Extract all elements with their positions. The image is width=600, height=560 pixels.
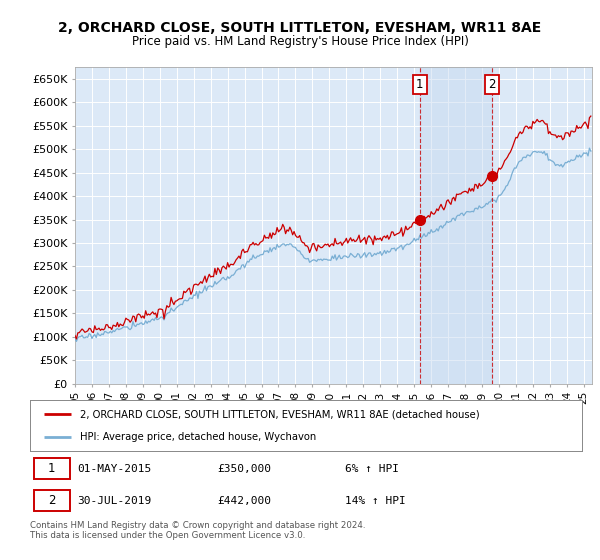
Text: 2, ORCHARD CLOSE, SOUTH LITTLETON, EVESHAM, WR11 8AE (detached house): 2, ORCHARD CLOSE, SOUTH LITTLETON, EVESH… [80,409,479,419]
Text: HPI: Average price, detached house, Wychavon: HPI: Average price, detached house, Wych… [80,432,316,442]
FancyBboxPatch shape [34,458,70,479]
Text: 1: 1 [48,462,56,475]
Text: £350,000: £350,000 [218,464,272,474]
Text: 1: 1 [416,78,424,91]
Text: 14% ↑ HPI: 14% ↑ HPI [344,496,406,506]
Text: Price paid vs. HM Land Registry's House Price Index (HPI): Price paid vs. HM Land Registry's House … [131,35,469,48]
Bar [420,67,492,384]
Text: 2, ORCHARD CLOSE, SOUTH LITTLETON, EVESHAM, WR11 8AE: 2, ORCHARD CLOSE, SOUTH LITTLETON, EVESH… [58,21,542,35]
Text: 2: 2 [48,494,56,507]
FancyBboxPatch shape [34,490,70,511]
Text: 6% ↑ HPI: 6% ↑ HPI [344,464,398,474]
Text: 30-JUL-2019: 30-JUL-2019 [77,496,151,506]
Text: £442,000: £442,000 [218,496,272,506]
Text: 01-MAY-2015: 01-MAY-2015 [77,464,151,474]
Text: Contains HM Land Registry data © Crown copyright and database right 2024.
This d: Contains HM Land Registry data © Crown c… [30,521,365,540]
Text: 2: 2 [488,78,496,91]
